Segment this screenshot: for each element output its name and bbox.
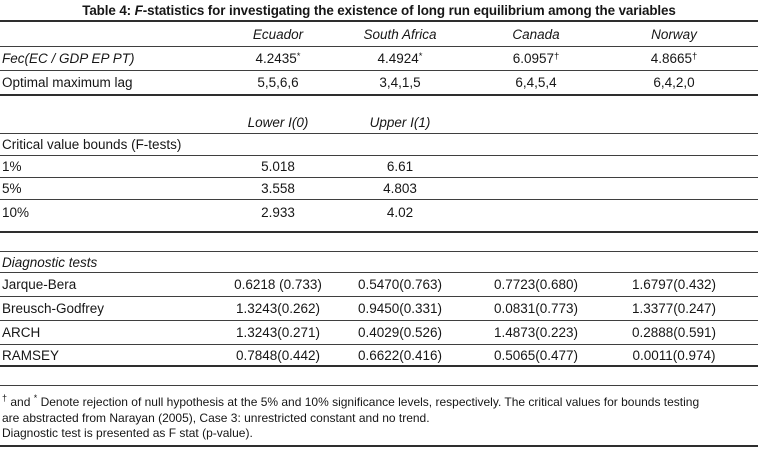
footnote-text: and bbox=[7, 395, 34, 409]
diag-value-ecuador: 0.7848(0.442) bbox=[235, 347, 321, 363]
lag-value-norway: 6,4,2,0 bbox=[653, 75, 695, 90]
footnote-line-1: † and * Denote rejection of null hypothe… bbox=[2, 391, 758, 411]
fstat-num: 4.8665 bbox=[650, 51, 692, 66]
diag-row-ramsey: RAMSEY 0.7848(0.442) 0.6622(0.416) 0.506… bbox=[0, 345, 758, 367]
diagnostics-section-label: Diagnostic tests bbox=[2, 254, 98, 270]
diag-value-norway: 1.3377(0.247) bbox=[631, 301, 717, 316]
fstat-value-canada: 6.0957† bbox=[462, 51, 610, 66]
critical-bounds-label: Critical value bounds (F-tests) bbox=[2, 137, 182, 152]
bounds-lower-value: 5.018 bbox=[261, 159, 295, 174]
col-header-norway: Norway bbox=[651, 27, 697, 42]
country-header-row: Ecuador South Africa Canada Norway bbox=[0, 22, 758, 47]
table-title-suffix: -statistics for investigating the existe… bbox=[142, 3, 676, 18]
diagnostics-label-row: Diagnostic tests bbox=[0, 252, 758, 273]
critical-bounds-label-row: Critical value bounds (F-tests) bbox=[0, 134, 758, 156]
table-title-emphasis: F bbox=[134, 3, 143, 18]
significance-marker: † bbox=[692, 51, 698, 62]
significance-marker: * bbox=[418, 51, 423, 62]
fstat-value-ecuador: 4.2435* bbox=[218, 51, 338, 66]
lag-value-canada: 6,4,5,4 bbox=[515, 75, 557, 90]
fstat-num: 4.4924 bbox=[377, 51, 419, 66]
diag-test-label: ARCH bbox=[2, 325, 41, 340]
diag-row-jarque-bera: Jarque-Bera 0.6218 (0.733) 0.5470(0.763)… bbox=[0, 273, 758, 297]
footnotes: † and * Denote rejection of null hypothe… bbox=[0, 386, 758, 445]
section-gap bbox=[0, 233, 758, 251]
lag-value-south-africa: 3,4,1,5 bbox=[379, 75, 421, 90]
top-rule bbox=[0, 20, 758, 22]
bounds-upper-value: 4.02 bbox=[386, 205, 414, 220]
bounds-row-1pct: 1% 5.018 6.61 bbox=[0, 156, 758, 178]
diag-value-south-africa: 0.9450(0.331) bbox=[357, 301, 443, 316]
bottom-rule bbox=[0, 445, 758, 447]
fstat-label: Fec(EC / GDP EP PT) bbox=[2, 51, 135, 66]
diag-value-ecuador: 1.3243(0.262) bbox=[235, 301, 321, 316]
fstat-value-south-africa: 4.4924* bbox=[338, 51, 462, 66]
bounds-row-label: 5% bbox=[2, 181, 22, 196]
bounds-upper-value: 4.803 bbox=[383, 181, 417, 196]
bounds-header-row: Lower I(0) Upper I(1) bbox=[0, 114, 758, 134]
footnote-text: Denote rejection of null hypothesis at t… bbox=[37, 395, 700, 409]
asterisk-symbol: * bbox=[33, 393, 38, 403]
fstat-row: Fec(EC / GDP EP PT) 4.2435* 4.4924* 6.09… bbox=[0, 47, 758, 71]
diag-value-south-africa: 0.6622(0.416) bbox=[357, 347, 443, 363]
bounds-upper-value: 6.61 bbox=[386, 159, 414, 174]
diag-value-norway: 0.2888(0.591) bbox=[631, 325, 717, 340]
diag-value-south-africa: 0.4029(0.526) bbox=[357, 325, 443, 340]
optimal-lag-row: Optimal maximum lag 5,5,6,6 3,4,1,5 6,4,… bbox=[0, 71, 758, 96]
bounds-row-label: 1% bbox=[2, 159, 22, 174]
diag-value-norway: 1.6797(0.432) bbox=[631, 277, 717, 292]
diag-value-canada: 0.0831(0.773) bbox=[493, 301, 579, 316]
diag-value-ecuador: 1.3243(0.271) bbox=[235, 325, 321, 340]
bounds-row-label: 10% bbox=[2, 205, 30, 220]
optimal-lag-label: Optimal maximum lag bbox=[2, 75, 133, 90]
col-header-ecuador: Ecuador bbox=[252, 27, 304, 42]
col-header-south-africa: South Africa bbox=[363, 27, 437, 42]
significance-marker: † bbox=[554, 51, 560, 62]
bounds-lower-value: 2.933 bbox=[261, 205, 295, 220]
footnote-top-rule bbox=[0, 385, 758, 386]
diag-row-arch: ARCH 1.3243(0.271) 0.4029(0.526) 1.4873(… bbox=[0, 321, 758, 345]
section-gap bbox=[0, 96, 758, 114]
diag-value-canada: 1.4873(0.223) bbox=[493, 325, 579, 340]
diag-test-label: Breusch-Godfrey bbox=[2, 301, 105, 316]
diag-value-canada: 0.5065(0.477) bbox=[493, 347, 579, 363]
bounds-lower-value: 3.558 bbox=[261, 181, 295, 196]
diagnostics-top-rule bbox=[0, 251, 758, 252]
fstat-num: 6.0957 bbox=[512, 51, 554, 66]
col-header-canada: Canada bbox=[512, 27, 560, 42]
diag-value-norway: 0.0011(0.974) bbox=[632, 347, 716, 363]
dagger-symbol: † bbox=[2, 393, 8, 403]
footnote-line-3: Diagnostic test is presented as F stat (… bbox=[2, 426, 253, 440]
fstat-value-norway: 4.8665† bbox=[610, 51, 738, 66]
diag-row-breusch-godfrey: Breusch-Godfrey 1.3243(0.262) 0.9450(0.3… bbox=[0, 297, 758, 321]
section-gap bbox=[0, 367, 758, 385]
diag-value-south-africa: 0.5470(0.763) bbox=[357, 277, 443, 292]
footnote-line-2: are abstracted from Narayan (2005), Case… bbox=[2, 410, 430, 425]
fstat-num: 4.2435 bbox=[255, 51, 297, 66]
table-title-prefix: Table 4: bbox=[82, 3, 135, 18]
col-header-lower-i0: Lower I(0) bbox=[247, 115, 309, 130]
diag-value-canada: 0.7723(0.680) bbox=[493, 277, 579, 292]
bounds-row-5pct: 5% 3.558 4.803 bbox=[0, 178, 758, 200]
col-header-upper-i1: Upper I(1) bbox=[369, 115, 431, 130]
significance-marker: * bbox=[296, 51, 301, 62]
diag-value-ecuador: 0.6218 (0.733) bbox=[234, 277, 322, 292]
diag-test-label: RAMSEY bbox=[2, 347, 60, 363]
table-title: Table 4: F-statistics for investigating … bbox=[0, 0, 758, 20]
lag-value-ecuador: 5,5,6,6 bbox=[257, 75, 299, 90]
diag-test-label: Jarque-Bera bbox=[2, 277, 77, 292]
bounds-row-10pct: 10% 2.933 4.02 bbox=[0, 200, 758, 233]
